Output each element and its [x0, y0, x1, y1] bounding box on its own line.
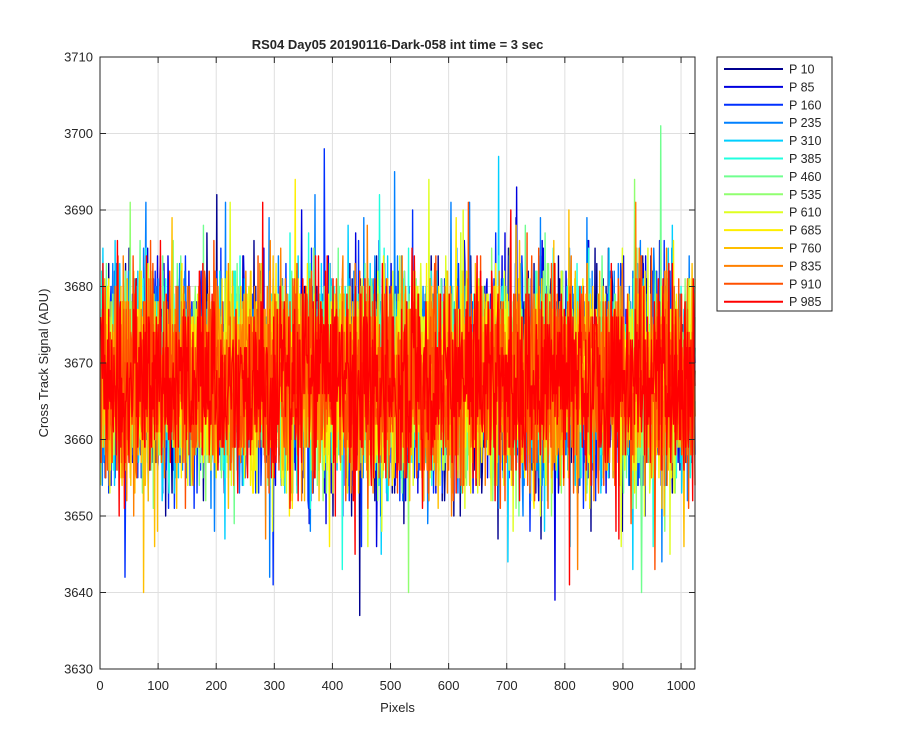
legend-label: P 685	[789, 224, 821, 238]
y-tick-label: 3680	[64, 279, 93, 294]
legend-label: P 910	[789, 277, 821, 291]
y-tick-label: 3700	[64, 126, 93, 141]
chart-title: RS04 Day05 20190116-Dark-058 int time = …	[252, 37, 544, 52]
legend-label: P 310	[789, 134, 821, 148]
y-tick-label: 3660	[64, 432, 93, 447]
x-axis-label: Pixels	[380, 700, 415, 715]
legend: P 10 P 85 P 160 P 235 P 310 P 385 P 460 P 535 P …	[716, 56, 833, 312]
y-tick-label: 3670	[64, 356, 93, 371]
legend-label: P 835	[789, 259, 821, 273]
x-tick-label: 600	[438, 678, 460, 693]
legend-label: P 760	[789, 242, 821, 256]
series-layer	[99, 125, 696, 617]
x-tick-label: 100	[147, 678, 169, 693]
x-tick-label: 500	[380, 678, 402, 693]
x-tick-label: 0	[96, 678, 103, 693]
legend-label: P 85	[789, 80, 815, 94]
series-line-p-985	[99, 201, 696, 586]
y-tick-label: 3630	[64, 662, 93, 677]
x-tick-label: 900	[612, 678, 634, 693]
legend-label: P 610	[789, 206, 821, 220]
x-tick-label: 300	[263, 678, 285, 693]
y-tick-label: 3650	[64, 509, 93, 524]
x-tick-label: 800	[554, 678, 576, 693]
y-tick-label: 3710	[64, 50, 93, 65]
x-tick-label: 1000	[667, 678, 696, 693]
x-tick-label: 200	[205, 678, 227, 693]
legend-label: P 10	[789, 63, 815, 77]
x-tick-label: 400	[322, 678, 344, 693]
legend-label: P 460	[789, 170, 821, 184]
legend-label: P 385	[789, 152, 821, 166]
x-axis: 0 100 200 300 400 500 600 700 800 900 1000	[96, 57, 696, 693]
legend-label: P 160	[789, 98, 821, 112]
x-tick-label: 700	[496, 678, 518, 693]
y-axis: 3630 3640 3650 3660 3670 3680 3690 3700 3710	[64, 50, 695, 677]
y-tick-label: 3690	[64, 203, 93, 218]
y-axis-label: Cross Track Signal (ADU)	[36, 289, 51, 438]
legend-label: P 235	[789, 116, 821, 130]
legend-label: P 535	[789, 188, 821, 202]
legend-box	[716, 56, 833, 312]
legend-label: P 985	[789, 295, 821, 309]
y-tick-label: 3640	[64, 585, 93, 600]
